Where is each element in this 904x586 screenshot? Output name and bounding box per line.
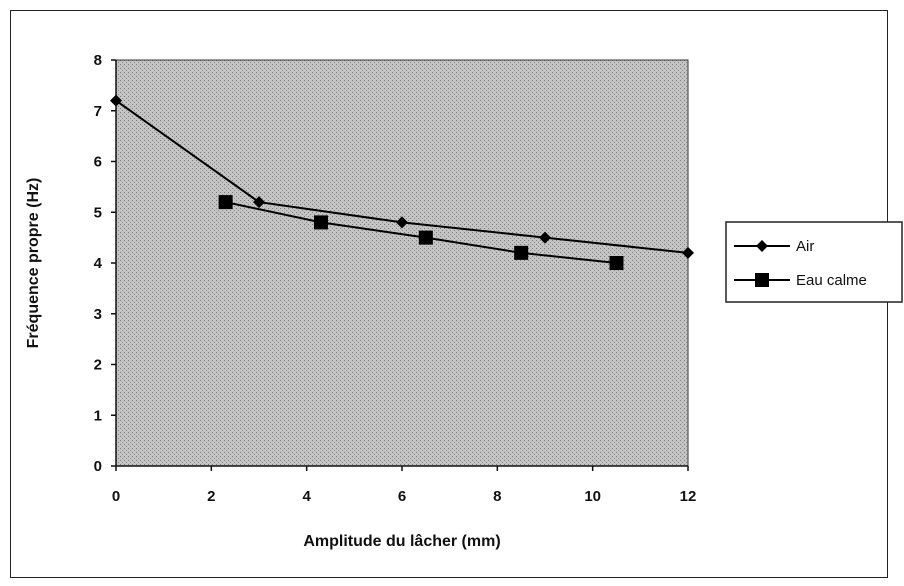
data-point-air [110,94,122,107]
legend-marker [755,273,769,287]
x-tick-label: 12 [680,488,697,505]
series-layer [110,94,694,270]
legend-label: Eau calme [796,272,867,289]
x-tick-label: 10 [584,488,601,505]
y-tick-label: 0 [94,458,102,475]
y-axis-title: Fréquence propre (Hz) [25,178,42,349]
series-eau-calme [218,195,624,270]
y-tick-label: 4 [94,255,103,272]
x-tick-label: 6 [398,488,406,505]
y-tick-label: 6 [94,154,102,171]
x-tick-label: 8 [493,488,501,505]
y-tick-label: 5 [94,204,102,221]
data-point-eau-calme [418,230,433,245]
data-point-eau-calme [313,215,328,230]
y-tick-label: 2 [94,357,102,374]
x-axis-title: Amplitude du lâcher (mm) [303,533,500,550]
legend-marker [756,240,768,252]
y-tick-label: 3 [94,306,102,323]
legend-label: Air [796,238,814,255]
x-tick-label: 0 [112,488,120,505]
x-tick-label: 4 [302,488,311,505]
legend-item-air: Air [734,238,814,255]
y-tick-label: 7 [94,103,102,120]
x-tick-label: 2 [207,488,215,505]
data-point-air [539,231,551,244]
legend-item-eau-calme: Eau calme [734,272,867,289]
data-point-air [682,246,694,259]
data-point-eau-calme [514,245,529,260]
series-air [110,94,694,259]
data-point-air [253,196,265,209]
data-point-eau-calme [218,195,233,210]
y-tick-label: 8 [94,52,102,69]
legend: Air Eau calme [725,221,903,303]
data-point-air [396,216,408,229]
plot-area [115,59,689,467]
data-point-eau-calme [609,256,624,270]
y-tick-label: 1 [94,407,102,424]
legend-box [725,221,903,303]
